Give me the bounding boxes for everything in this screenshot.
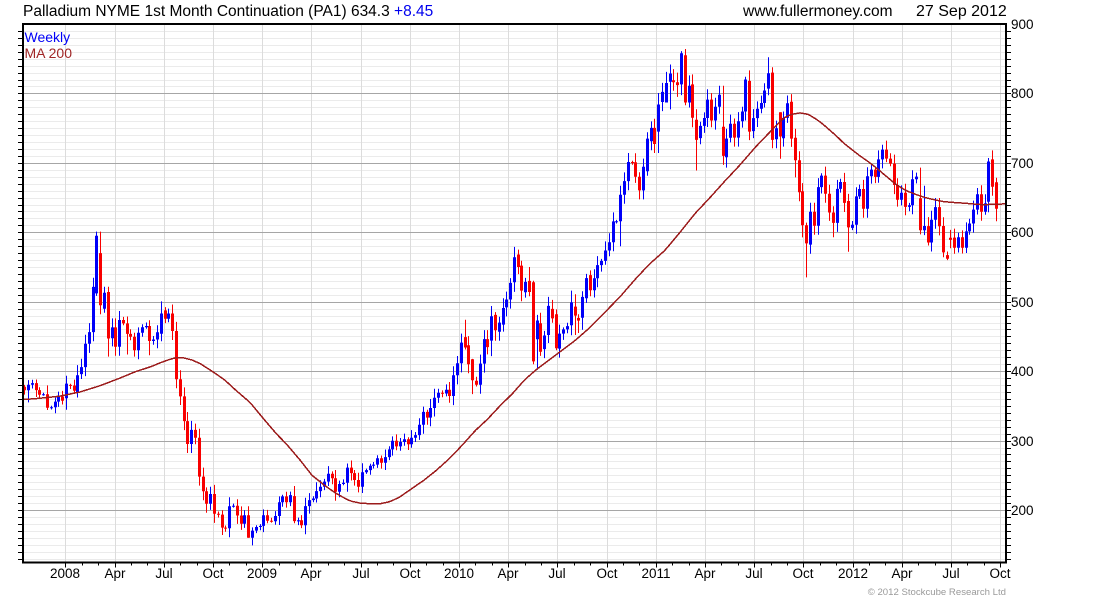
svg-text:800: 800 xyxy=(1011,86,1034,101)
svg-text:www.fullermoney.com: www.fullermoney.com xyxy=(742,3,893,20)
svg-text:Apr: Apr xyxy=(694,566,716,581)
svg-text:2011: 2011 xyxy=(641,566,670,581)
svg-text:Oct: Oct xyxy=(596,566,617,581)
svg-text:200: 200 xyxy=(1011,503,1034,518)
svg-text:© 2012 Stockcube Research Ltd: © 2012 Stockcube Research Ltd xyxy=(868,587,1006,598)
svg-text:Jul: Jul xyxy=(155,566,172,581)
svg-text:Oct: Oct xyxy=(792,566,813,581)
svg-text:2010: 2010 xyxy=(444,566,474,581)
svg-text:Oct: Oct xyxy=(989,566,1010,581)
svg-text:Apr: Apr xyxy=(891,566,913,581)
svg-text:400: 400 xyxy=(1011,364,1034,379)
svg-text:Jul: Jul xyxy=(352,566,369,581)
svg-text:2008: 2008 xyxy=(50,566,80,581)
svg-text:300: 300 xyxy=(1011,434,1034,449)
svg-text:Jul: Jul xyxy=(745,566,762,581)
svg-text:600: 600 xyxy=(1011,225,1034,240)
svg-text:MA 200: MA 200 xyxy=(25,45,73,61)
svg-text:Apr: Apr xyxy=(104,566,126,581)
svg-text:27 Sep 2012: 27 Sep 2012 xyxy=(916,3,1007,20)
svg-text:Apr: Apr xyxy=(497,566,519,581)
svg-text:Jul: Jul xyxy=(942,566,959,581)
svg-text:2009: 2009 xyxy=(247,566,277,581)
svg-text:900: 900 xyxy=(1011,17,1034,32)
svg-text:Oct: Oct xyxy=(399,566,420,581)
svg-text:Palladium NYME 1st Month Conti: Palladium NYME 1st Month Continuation (P… xyxy=(23,3,433,20)
svg-text:Oct: Oct xyxy=(202,566,223,581)
svg-text:700: 700 xyxy=(1011,156,1034,171)
svg-text:2012: 2012 xyxy=(838,566,868,581)
svg-text:Jul: Jul xyxy=(548,566,565,581)
svg-text:Apr: Apr xyxy=(300,566,322,581)
svg-text:500: 500 xyxy=(1011,295,1034,310)
svg-text:Weekly: Weekly xyxy=(25,29,71,45)
